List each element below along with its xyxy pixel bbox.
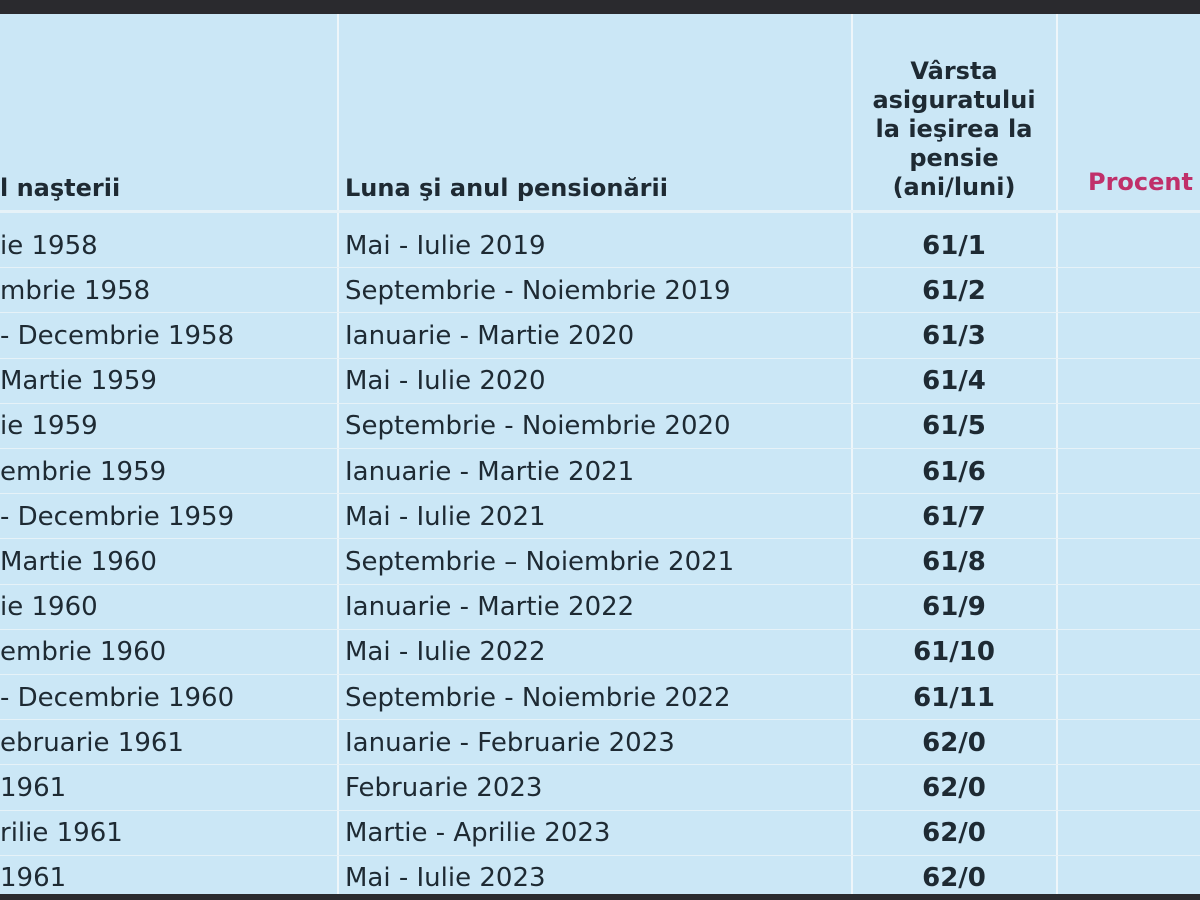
table-cell: 61/10: [913, 637, 995, 668]
table-cell: mbrie 1958: [0, 275, 151, 306]
table-cell: Septembrie – Noiembrie 2021: [345, 546, 735, 577]
table-cell: 61/7: [922, 501, 986, 532]
table-cell: 62/0: [922, 818, 986, 849]
header-line: la ieşirea la: [875, 115, 1033, 143]
table-cell: 1961: [0, 863, 67, 894]
table-cell: 61/11: [913, 682, 995, 713]
row-divider: [0, 764, 1200, 766]
header-divider: [0, 210, 1200, 213]
table-cell: 61/1: [922, 230, 986, 261]
table-cell: 61/4: [922, 366, 986, 397]
table-cell: - Decembrie 1958: [0, 320, 235, 351]
table-cell: embrie 1960: [0, 637, 167, 668]
table-cell: Mai - Iulie 2021: [345, 501, 546, 532]
table-cell: Septembrie - Noiembrie 2019: [345, 275, 731, 306]
table-cell: Martie 1959: [0, 366, 157, 397]
row-divider: [0, 538, 1200, 540]
header-line: (ani/luni): [892, 173, 1016, 201]
table-cell: 61/8: [922, 546, 986, 577]
table-cell: Septembrie - Noiembrie 2020: [345, 411, 731, 442]
header-line: Vârsta: [910, 57, 998, 85]
row-divider: [0, 493, 1200, 495]
table-cell: Ianuarie - Februarie 2023: [345, 727, 675, 758]
table-cell: Februarie 2023: [345, 772, 543, 803]
row-divider: [0, 402, 1200, 404]
table-cell: Septembrie - Noiembrie 2022: [345, 682, 731, 713]
header-cell: l naşterii: [0, 174, 121, 202]
row-divider: [0, 854, 1200, 856]
table-cell: 62/0: [922, 772, 986, 803]
row-divider: [0, 267, 1200, 269]
table-cell: Martie - Aprilie 2023: [345, 818, 611, 849]
table-cell: 61/9: [922, 592, 986, 623]
row-divider: [0, 674, 1200, 675]
table-cell: ie 1958: [0, 230, 98, 261]
row-divider: [0, 357, 1200, 359]
table-cell: Mai - Iulie 2023: [345, 863, 546, 894]
table-cell: ie 1960: [0, 592, 98, 623]
table-cell: Ianuarie - Martie 2021: [345, 456, 635, 487]
table-cell: 61/5: [922, 411, 986, 442]
row-divider: [0, 719, 1200, 721]
table-cell: ie 1959: [0, 411, 98, 442]
header-cell: Luna şi anul pensionării: [345, 174, 668, 202]
row-divider: [0, 583, 1200, 585]
column-divider: [1056, 14, 1058, 894]
table: l naşterii Luna şi anul pensionării Vârsta…: [0, 14, 1200, 894]
table-cell: 61/2: [922, 275, 986, 306]
table-cell: - Decembrie 1959: [0, 501, 235, 532]
table-cell: Ianuarie - Martie 2020: [345, 320, 635, 351]
table-cell: Mai - Iulie 2019: [345, 230, 546, 261]
table-cell: - Decembrie 1960: [0, 682, 235, 713]
table-cell: ebruarie 1961: [0, 727, 184, 758]
header-cell: Procent: [1088, 168, 1193, 196]
table-cell: 62/0: [922, 727, 986, 758]
table-cell: Mai - Iulie 2020: [345, 366, 546, 397]
row-divider: [0, 448, 1200, 449]
table-cell: Martie 1960: [0, 546, 157, 577]
table-cell: Ianuarie - Martie 2022: [345, 592, 635, 623]
table-cell: 1961: [0, 772, 67, 803]
row-divider: [0, 809, 1200, 811]
header-line: pensie: [909, 144, 999, 172]
row-divider: [0, 312, 1200, 314]
column-divider: [851, 14, 853, 894]
row-divider: [0, 628, 1200, 630]
header-cell: Vârsta asiguratului la ieşirea la pensie (an…: [852, 14, 1056, 210]
column-divider: [337, 14, 339, 894]
table-cell: rilie 1961: [0, 818, 123, 849]
table-cell: embrie 1959: [0, 456, 167, 487]
table-cell: Mai - Iulie 2022: [345, 637, 546, 668]
table-cell: 61/6: [922, 456, 986, 487]
table-cell: 61/3: [922, 320, 986, 351]
table-cell: 62/0: [922, 863, 986, 894]
header-line: asiguratului: [872, 86, 1036, 114]
